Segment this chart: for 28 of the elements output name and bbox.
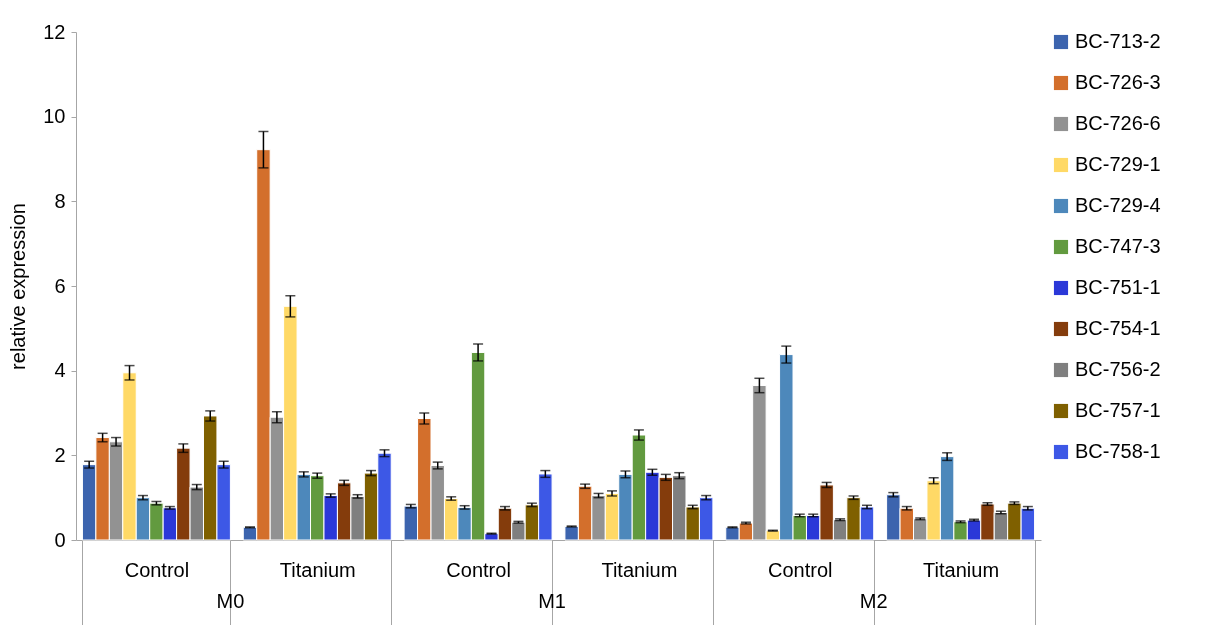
legend-label: BC-754-1 [1075, 317, 1161, 339]
legend-label: BC-758-1 [1075, 440, 1161, 462]
x-tick-label: Control [768, 558, 833, 581]
x-tick-label: Titanium [601, 558, 678, 581]
text: M1 [538, 590, 566, 612]
y-axis-title: relative expression [7, 203, 30, 370]
x-tick-label: Titanium [923, 558, 1000, 581]
x-tick-label: Titanium [279, 558, 356, 581]
legend-label: BC-756-2 [1075, 358, 1161, 380]
legend-label: BC-729-1 [1075, 153, 1161, 175]
text: M2 [859, 590, 888, 612]
text: M0 [216, 590, 245, 612]
y-tick-label: 6 [54, 274, 66, 297]
legend-label: BC-729-4 [1075, 194, 1161, 216]
x-tick-label: Control [124, 558, 190, 581]
y-tick-label: 12 [43, 20, 66, 43]
legend-label: BC-747-3 [1075, 235, 1161, 257]
legend-label: BC-713-2 [1075, 30, 1161, 52]
legend-label: BC-726-3 [1075, 71, 1161, 93]
y-tick-label: 10 [43, 105, 66, 128]
legend-label: BC-757-1 [1075, 399, 1161, 421]
y-tick-label: 2 [54, 443, 66, 466]
legend-label: BC-751-1 [1075, 276, 1161, 298]
y-tick-label: 0 [54, 528, 66, 551]
y-tick-label: 8 [54, 189, 66, 212]
legend-label: BC-726-6 [1075, 112, 1161, 134]
y-tick-label: 4 [54, 359, 66, 382]
x-tick-label: Control [446, 558, 511, 581]
